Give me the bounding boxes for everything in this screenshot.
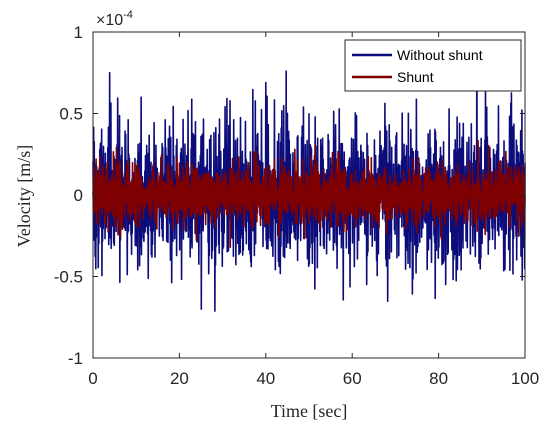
y-tick-label--1: -1 [68, 349, 83, 368]
x-axis-label: Time [sec] [271, 401, 348, 421]
y-axis-exponent: ×10-4 [96, 9, 133, 29]
x-tick-label-100: 100 [511, 369, 539, 388]
x-tick-label-20: 20 [170, 369, 189, 388]
series-line-shunt [92, 139, 526, 249]
legend: Without shunt Shunt [344, 39, 522, 92]
series-layer [92, 44, 526, 312]
plot-area: 0 20 40 60 80 100 -1 -0.5 0 0.5 1 [54, 23, 539, 388]
legend-box [344, 39, 522, 92]
x-tick-label-80: 80 [429, 369, 448, 388]
y-tick-label-1: 1 [74, 23, 83, 42]
y-tick-label-0.5: 0.5 [59, 105, 83, 124]
series-line-without-shunt [92, 44, 526, 312]
x-tick-label-60: 60 [343, 369, 362, 388]
x-tick-label-0: 0 [88, 369, 97, 388]
y-axis-label: Velocity [m/s] [14, 145, 34, 247]
y-tick-label-0: 0 [74, 186, 83, 205]
ticks-layer: 0 20 40 60 80 100 -1 -0.5 0 0.5 1 [54, 23, 539, 388]
y-tick-label--0.5: -0.5 [54, 268, 83, 287]
legend-label-shunt: Shunt [397, 69, 434, 85]
y-axis-exponent-power: -4 [123, 9, 133, 21]
y-axis-exponent-base: ×10 [96, 12, 123, 29]
legend-label-without-shunt: Without shunt [397, 47, 483, 63]
x-tick-label-40: 40 [256, 369, 275, 388]
